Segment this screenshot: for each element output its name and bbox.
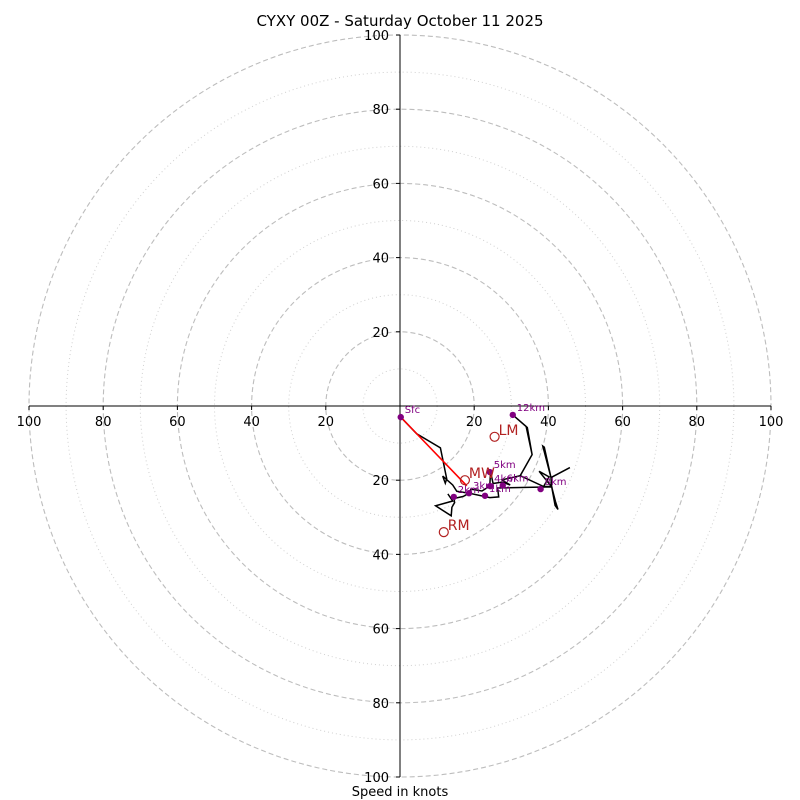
y-tick-label: 40 — [372, 252, 389, 267]
x-tick-label: 40 — [540, 415, 557, 430]
y-tick-label: 40 — [372, 548, 389, 563]
x-tick-label: 60 — [169, 415, 186, 430]
x-tick-label: 80 — [689, 415, 706, 430]
height-marker-dot — [450, 493, 457, 501]
shear-vector — [400, 416, 468, 487]
x-tick-label: 100 — [17, 415, 42, 430]
height-marker-dot — [499, 482, 506, 489]
height-marker-dot — [486, 482, 494, 490]
height-marker-label: 4km — [494, 474, 516, 485]
storm-motion-marker — [489, 431, 500, 442]
height-marker-label: 8km — [545, 477, 567, 488]
y-tick-label: 80 — [372, 103, 389, 118]
height-marker-dot — [486, 468, 493, 476]
height-marker-dot — [397, 413, 404, 421]
storm-motion-marker — [438, 527, 449, 538]
storm-motion-marker — [459, 475, 471, 486]
chart-title: CYXY 00Z - Saturday October 11 2025 — [256, 12, 543, 30]
axes — [29, 35, 771, 777]
height-marker-label: 5km — [494, 460, 516, 471]
height-marker-dot — [465, 489, 473, 497]
height-marker-dot — [537, 485, 544, 493]
x-tick-label: 20 — [318, 415, 335, 430]
storm-motions: LM MW RM — [438, 423, 519, 538]
storm-motion-label: LM — [499, 423, 519, 439]
x-tick-label: 100 — [759, 415, 784, 430]
height-marker-label: 6km — [507, 473, 529, 484]
y-tick-label: 100 — [364, 771, 389, 786]
tick-labels: 100 80 60 40 20 20 40 60 80 100 100 80 60 40 20 20 40 60 8… — [17, 29, 784, 786]
height-marker-label: 12km — [517, 403, 545, 414]
y-tick-label: 100 — [364, 29, 389, 44]
y-tick-label: 20 — [372, 326, 389, 341]
y-tick-label: 80 — [372, 697, 389, 712]
height-marker-dot — [481, 492, 489, 499]
storm-motion-label: MW — [469, 466, 495, 482]
y-tick-label: 60 — [372, 623, 389, 638]
height-marker-dot — [509, 411, 516, 419]
height-marker-label: Sfc — [405, 405, 420, 416]
x-tick-label: 60 — [614, 415, 631, 430]
y-tick-label: 60 — [372, 177, 389, 192]
height-marker-label: 1km — [489, 484, 511, 495]
x-axis-label: Speed in knots — [352, 785, 449, 800]
storm-motion-label: RM — [448, 518, 470, 534]
y-tick-label: 20 — [372, 474, 389, 489]
height-marker-label: 3km — [473, 481, 495, 492]
height-markers: Sfc1km2km3km4km5km6km8km12km — [397, 403, 567, 501]
x-tick-label: 80 — [95, 415, 112, 430]
x-tick-label: 20 — [466, 415, 483, 430]
x-tick-label: 40 — [243, 415, 260, 430]
